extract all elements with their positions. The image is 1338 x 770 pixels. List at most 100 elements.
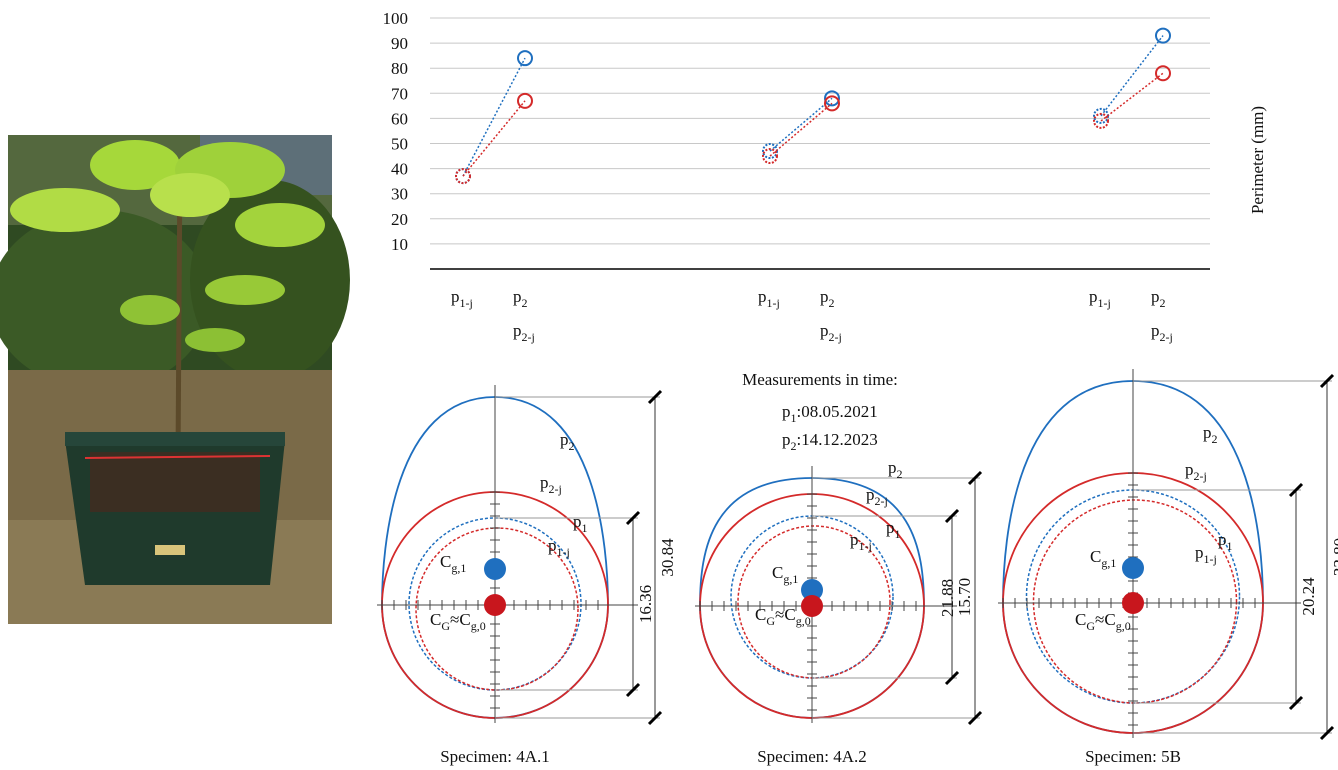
connector (462, 100, 526, 177)
data-point (1155, 65, 1171, 82)
x-tick-label-part: p (1151, 321, 1160, 340)
outline-label-part: g,0 (471, 619, 486, 633)
outline-label-part: 1 (1227, 539, 1233, 553)
outline-label-part: 2-j (875, 494, 888, 508)
outline-label-part: p (888, 458, 897, 477)
outline-label: p2 (1203, 423, 1218, 446)
outline-label-part: p (540, 473, 549, 492)
outline-label-part: 2-j (1194, 469, 1207, 483)
x-tick-label: p2-j (820, 321, 842, 344)
data-point (517, 50, 533, 67)
connector (1100, 35, 1164, 117)
dimension-label: 30.84 (658, 538, 677, 577)
x-tick-label-part: p (513, 321, 522, 340)
outline-label-part: p (1185, 460, 1194, 479)
outline-label: Cg,1 (772, 563, 798, 586)
outline-label-part: 1 (582, 521, 588, 535)
dimension-label: 16.36 (636, 585, 655, 623)
y-tick-label: 30 (391, 185, 408, 204)
dimension-label: 15.70 (955, 578, 974, 616)
outline-label-part: ≈C (1095, 610, 1116, 629)
connector (462, 57, 526, 177)
outline-label: CG≈Cg,0 (1075, 610, 1131, 633)
outline-label-part: 1-j (859, 539, 872, 553)
centroid-g1 (484, 558, 506, 580)
outline-label-part: p (573, 512, 582, 531)
legend-date-part: 1 (791, 411, 797, 425)
x-tick-label: p2 (513, 287, 528, 310)
y-tick-label: 100 (383, 9, 409, 28)
outline-label-part: p (886, 518, 895, 537)
data-point (1093, 112, 1109, 129)
x-tick-label-part: 2-j (829, 330, 842, 344)
outline-label: p1-j (850, 530, 872, 553)
data-point (762, 148, 778, 165)
x-tick-label-part: p (513, 287, 522, 306)
specimen-caption: Specimen: 4A.2 (757, 747, 867, 766)
legend-date-part: :14.12.2023 (797, 430, 878, 449)
x-tick-label: p2-j (513, 321, 535, 344)
x-tick-label-part: p (451, 287, 460, 306)
dim-slash (1288, 695, 1304, 711)
data-point (1155, 27, 1171, 44)
outline-label: p1-j (548, 536, 570, 559)
dim-slash (647, 389, 663, 405)
x-tick-label: p1-j (758, 287, 780, 310)
outline-label-part: 2 (1212, 432, 1218, 446)
centroid-g0 (484, 594, 506, 616)
x-tick-label-part: p (820, 321, 829, 340)
legend-title: Measurements in time: (742, 370, 898, 389)
outline-label-part: g,0 (796, 614, 811, 628)
outline-label-part: 1 (895, 527, 901, 541)
legend-date-part: p (782, 430, 791, 449)
y-tick-label: 10 (391, 235, 408, 254)
outline-label-part: g,1 (451, 561, 466, 575)
y-axis-label: Perimeter (mm) (1248, 106, 1267, 214)
x-tick-label-part: p (1089, 287, 1098, 306)
dim-slash (625, 682, 641, 698)
dim-slash (1288, 482, 1304, 498)
outline-label-part: G (1086, 619, 1095, 633)
legend-date: p2:14.12.2023 (782, 430, 878, 453)
data-point (824, 95, 840, 112)
y-tick-label: 40 (391, 160, 408, 179)
outline-label: p1-j (1195, 543, 1217, 566)
outline-label-part: g,1 (1101, 556, 1116, 570)
centroid-g0 (801, 595, 823, 617)
specimen-caption: Specimen: 5B (1085, 747, 1181, 766)
outline-label-part: p (548, 536, 557, 555)
y-tick-label: 80 (391, 59, 408, 78)
outline-label: p1 (886, 518, 901, 541)
y-tick-label: 70 (391, 84, 408, 103)
outline-label-part: 1-j (557, 545, 570, 559)
outline-label: Cg,1 (1090, 547, 1116, 570)
outline-label: p1 (573, 512, 588, 535)
dimension-label: 20.24 (1299, 577, 1318, 616)
outline-label-part: ≈C (775, 605, 796, 624)
outline-label: p2-j (866, 485, 888, 508)
y-tick-label: 90 (391, 34, 408, 53)
outline-label: CG≈Cg,0 (430, 610, 486, 633)
x-tick-label-part: p (1151, 287, 1160, 306)
x-tick-label: p1-j (1089, 287, 1111, 310)
x-tick-label-part: 2-j (1160, 330, 1173, 344)
data-point (517, 92, 533, 109)
legend-date-part: p (782, 402, 791, 421)
outline-label: p2-j (540, 473, 562, 496)
x-tick-label-part: p (758, 287, 767, 306)
x-tick-label: p2 (1151, 287, 1166, 310)
outline-label-part: C (430, 610, 441, 629)
outline-label-part: C (772, 563, 783, 582)
outline-label-part: p (1203, 423, 1212, 442)
legend-date-part: 2 (791, 439, 797, 453)
y-tick-label: 60 (391, 109, 408, 128)
dim-slash (1319, 373, 1335, 389)
y-tick-label: 20 (391, 210, 408, 229)
connector (769, 97, 833, 152)
outline-label-part: p (560, 430, 569, 449)
dim-slash (625, 510, 641, 526)
outline-p1 (408, 517, 582, 691)
outline-label-part: p (1218, 530, 1227, 549)
data-point (824, 90, 840, 107)
x-tick-label-part: 2-j (522, 330, 535, 344)
